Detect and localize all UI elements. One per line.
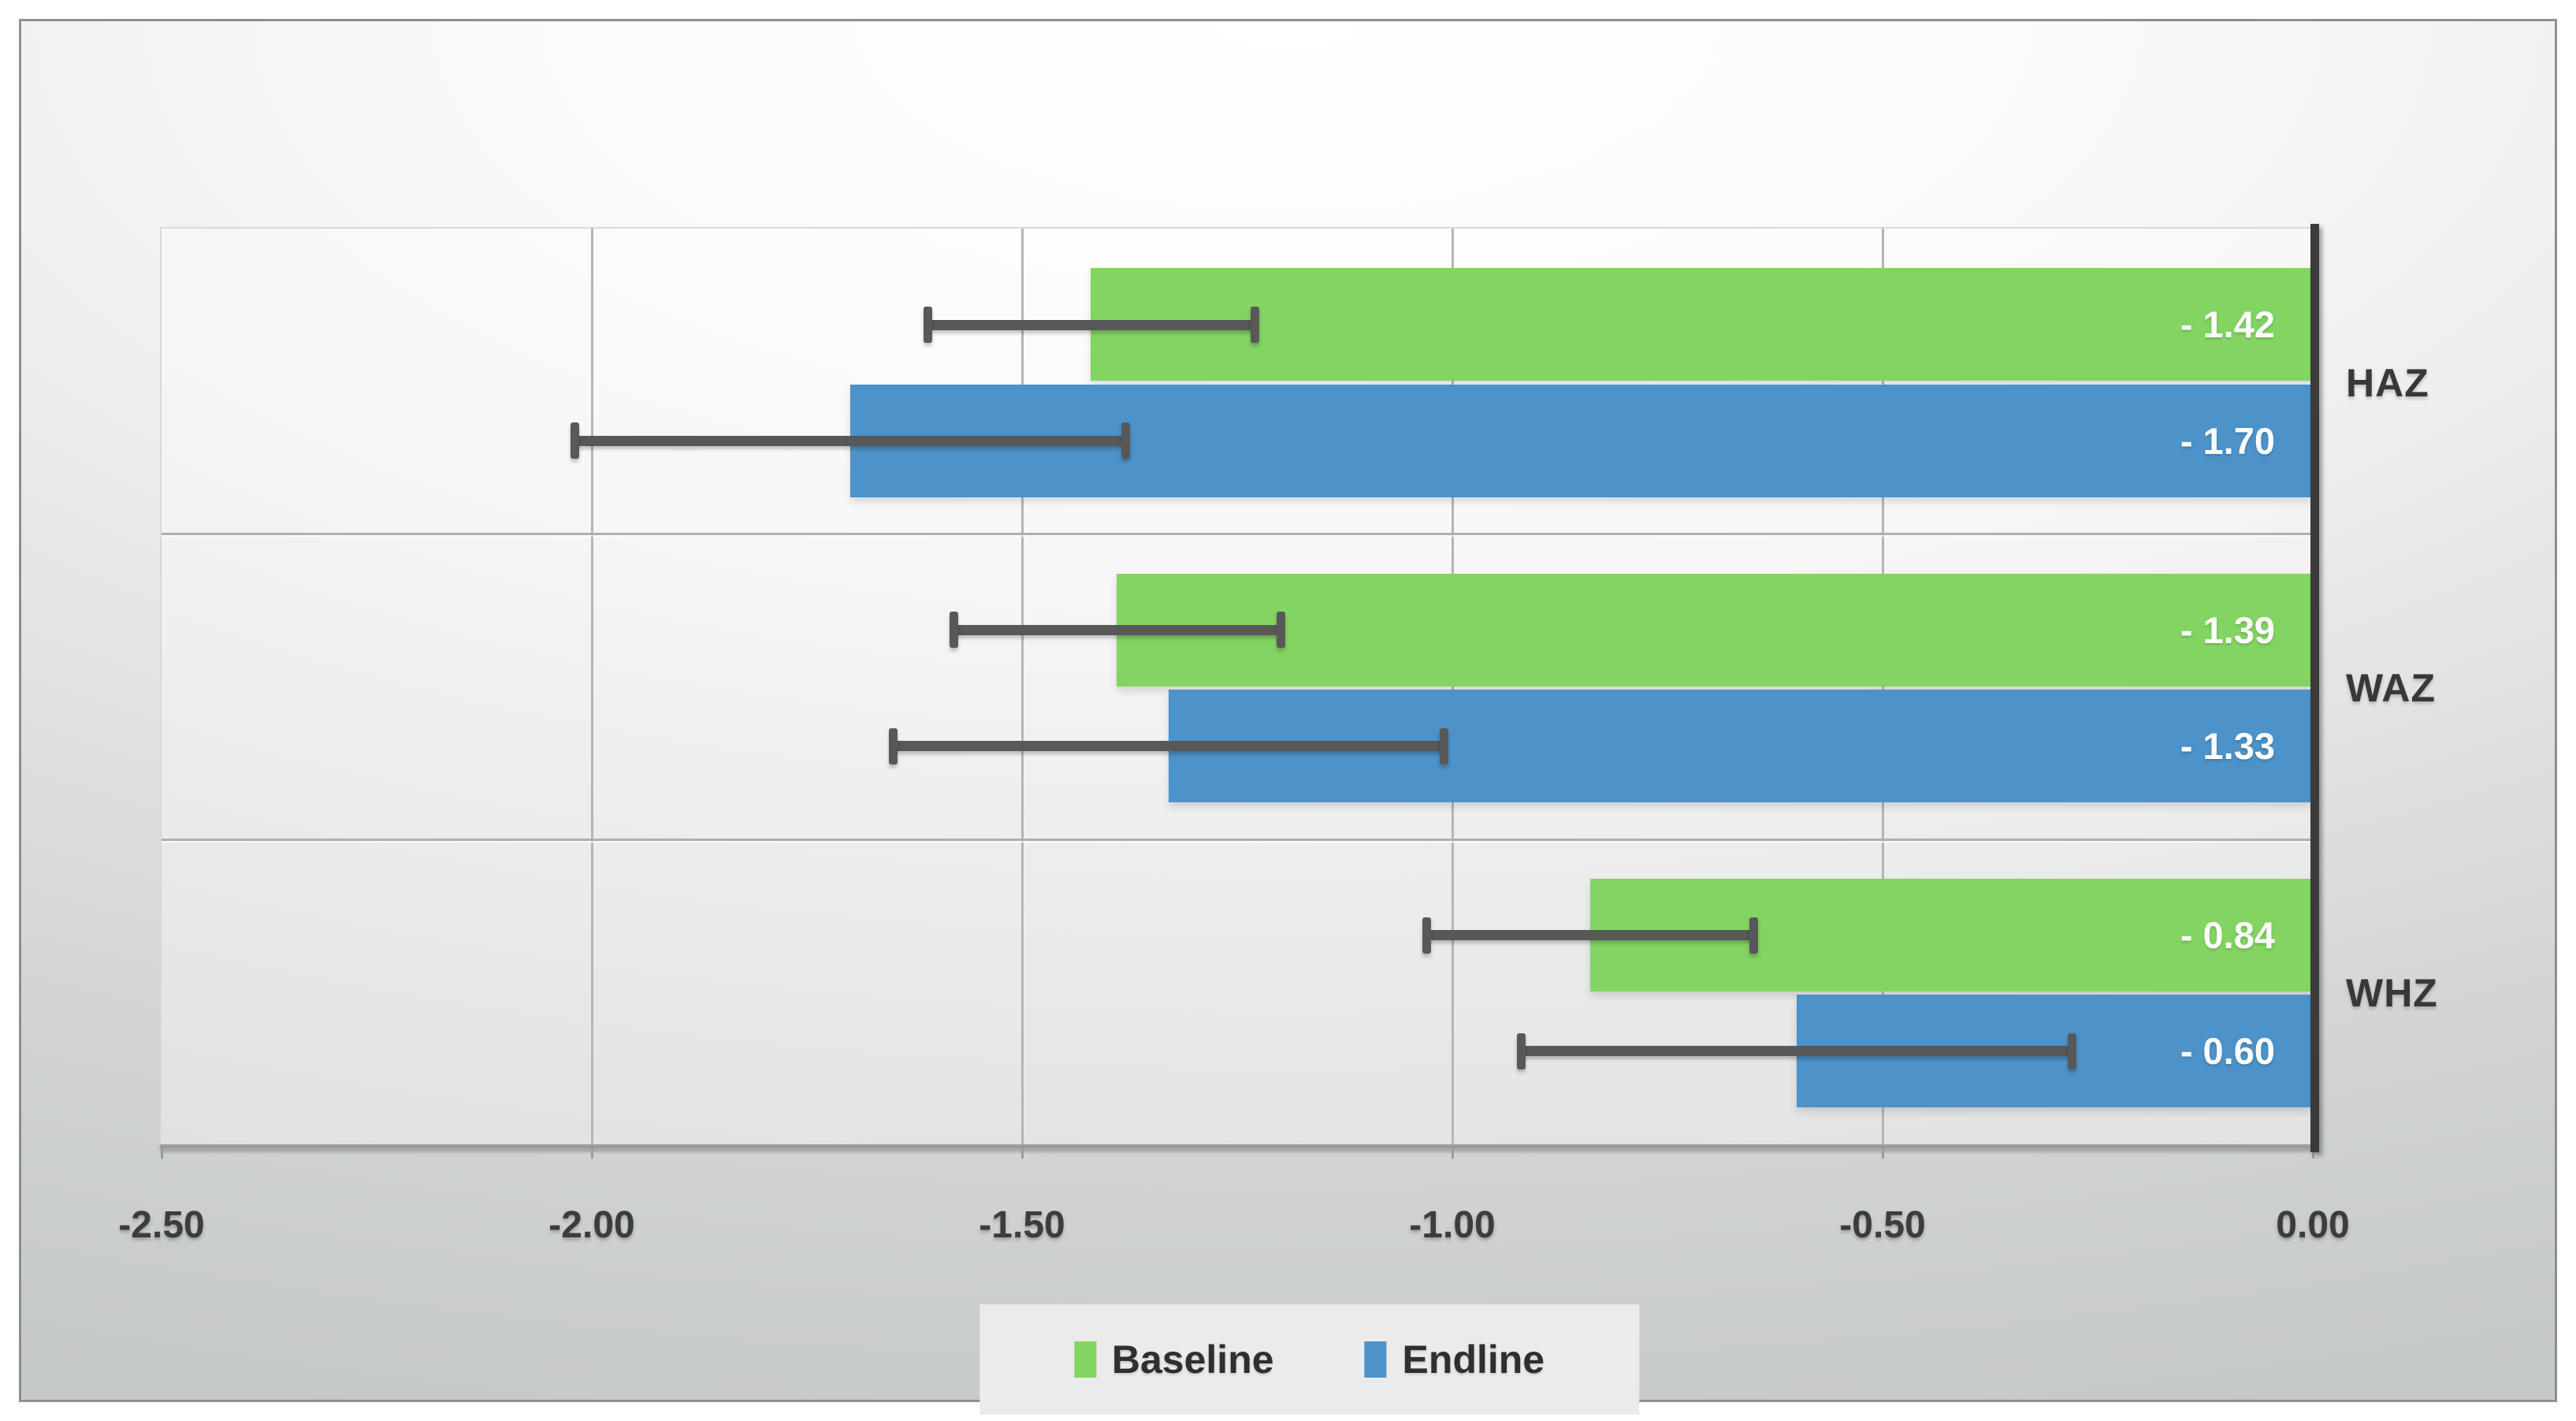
x-tick-label--2.50: -2.50 bbox=[118, 1203, 205, 1246]
data-label-baseline-waz: - 1.39 bbox=[2180, 609, 2275, 651]
legend: Baseline Endline bbox=[979, 1304, 1640, 1415]
x-tick-label--2.00: -2.00 bbox=[548, 1203, 635, 1246]
error-bar-endline-waz bbox=[893, 741, 1444, 751]
x-tick--2.50 bbox=[161, 1144, 163, 1159]
x-tick-label--1.00: -1.00 bbox=[1409, 1203, 1496, 1246]
data-label-baseline-whz: - 0.84 bbox=[2180, 914, 2275, 956]
error-cap-low-endline-whz bbox=[1517, 1033, 1526, 1069]
error-cap-low-baseline-haz bbox=[924, 307, 932, 343]
category-label-whz: WHZ bbox=[2346, 971, 2438, 1015]
bar-baseline-waz: - 1.39 bbox=[1117, 574, 2313, 686]
x-tick-label--1.50: -1.50 bbox=[979, 1203, 1065, 1246]
band-separator-2 bbox=[162, 839, 2313, 841]
x-tick--1.00 bbox=[1452, 1144, 1454, 1159]
error-cap-low-endline-waz bbox=[889, 728, 898, 764]
x-tick--0.50 bbox=[1882, 1144, 1884, 1159]
error-bar-baseline-haz bbox=[927, 320, 1255, 330]
gridline-vertical--2.00 bbox=[591, 229, 593, 1144]
data-label-endline-waz: - 1.33 bbox=[2180, 725, 2275, 767]
data-label-baseline-haz: - 1.42 bbox=[2180, 303, 2275, 345]
error-cap-low-endline-haz bbox=[571, 422, 579, 459]
y-axis-zero-line bbox=[2310, 224, 2319, 1152]
error-cap-low-baseline-waz bbox=[950, 612, 958, 648]
x-tick--1.50 bbox=[1021, 1144, 1024, 1159]
x-tick-label-0.00: 0.00 bbox=[2276, 1203, 2350, 1246]
error-bar-endline-whz bbox=[1521, 1046, 2072, 1056]
category-label-haz: HAZ bbox=[2346, 361, 2429, 405]
gridline-vertical--0.50 bbox=[1882, 229, 1884, 1144]
data-label-endline-haz: - 1.70 bbox=[2180, 420, 2275, 462]
legend-item-baseline: Baseline bbox=[1073, 1337, 1274, 1382]
error-bar-baseline-waz bbox=[953, 625, 1281, 635]
chart-frame: - 1.42 - 1.70 HAZ - 1.39 - 1.33 WAZ - 0.84 - 0.… bbox=[19, 19, 2557, 1415]
legend-swatch-baseline bbox=[1073, 1341, 1096, 1378]
error-cap-high-baseline-whz bbox=[1749, 917, 1758, 954]
band-separator-1 bbox=[162, 533, 2313, 535]
bar-baseline-haz: - 1.42 bbox=[1091, 268, 2313, 381]
chart-canvas: - 1.42 - 1.70 HAZ - 1.39 - 1.33 WAZ - 0.84 - 0.… bbox=[43, 43, 2576, 1421]
error-cap-high-endline-waz bbox=[1440, 728, 1448, 764]
gridline-vertical--1.00 bbox=[1452, 229, 1454, 1144]
category-label-waz: WAZ bbox=[2346, 666, 2437, 710]
error-cap-high-endline-whz bbox=[2068, 1033, 2076, 1069]
legend-label-baseline: Baseline bbox=[1111, 1337, 1274, 1382]
error-bar-endline-haz bbox=[574, 436, 1125, 446]
x-tick--2.00 bbox=[591, 1144, 593, 1159]
legend-label-endline: Endline bbox=[1402, 1337, 1545, 1382]
legend-item-endline: Endline bbox=[1364, 1337, 1545, 1382]
gridline-vertical--1.50 bbox=[1021, 229, 1024, 1144]
x-tick-label--0.50: -0.50 bbox=[1839, 1203, 1926, 1246]
error-cap-low-baseline-whz bbox=[1422, 917, 1431, 954]
legend-swatch-endline bbox=[1364, 1341, 1387, 1378]
x-axis-line bbox=[160, 1144, 2318, 1148]
error-cap-high-baseline-haz bbox=[1251, 307, 1259, 343]
data-label-endline-whz: - 0.60 bbox=[2180, 1030, 2275, 1072]
error-cap-high-endline-haz bbox=[1121, 422, 1130, 459]
error-cap-high-baseline-waz bbox=[1277, 612, 1285, 648]
error-bar-baseline-whz bbox=[1426, 930, 1753, 940]
